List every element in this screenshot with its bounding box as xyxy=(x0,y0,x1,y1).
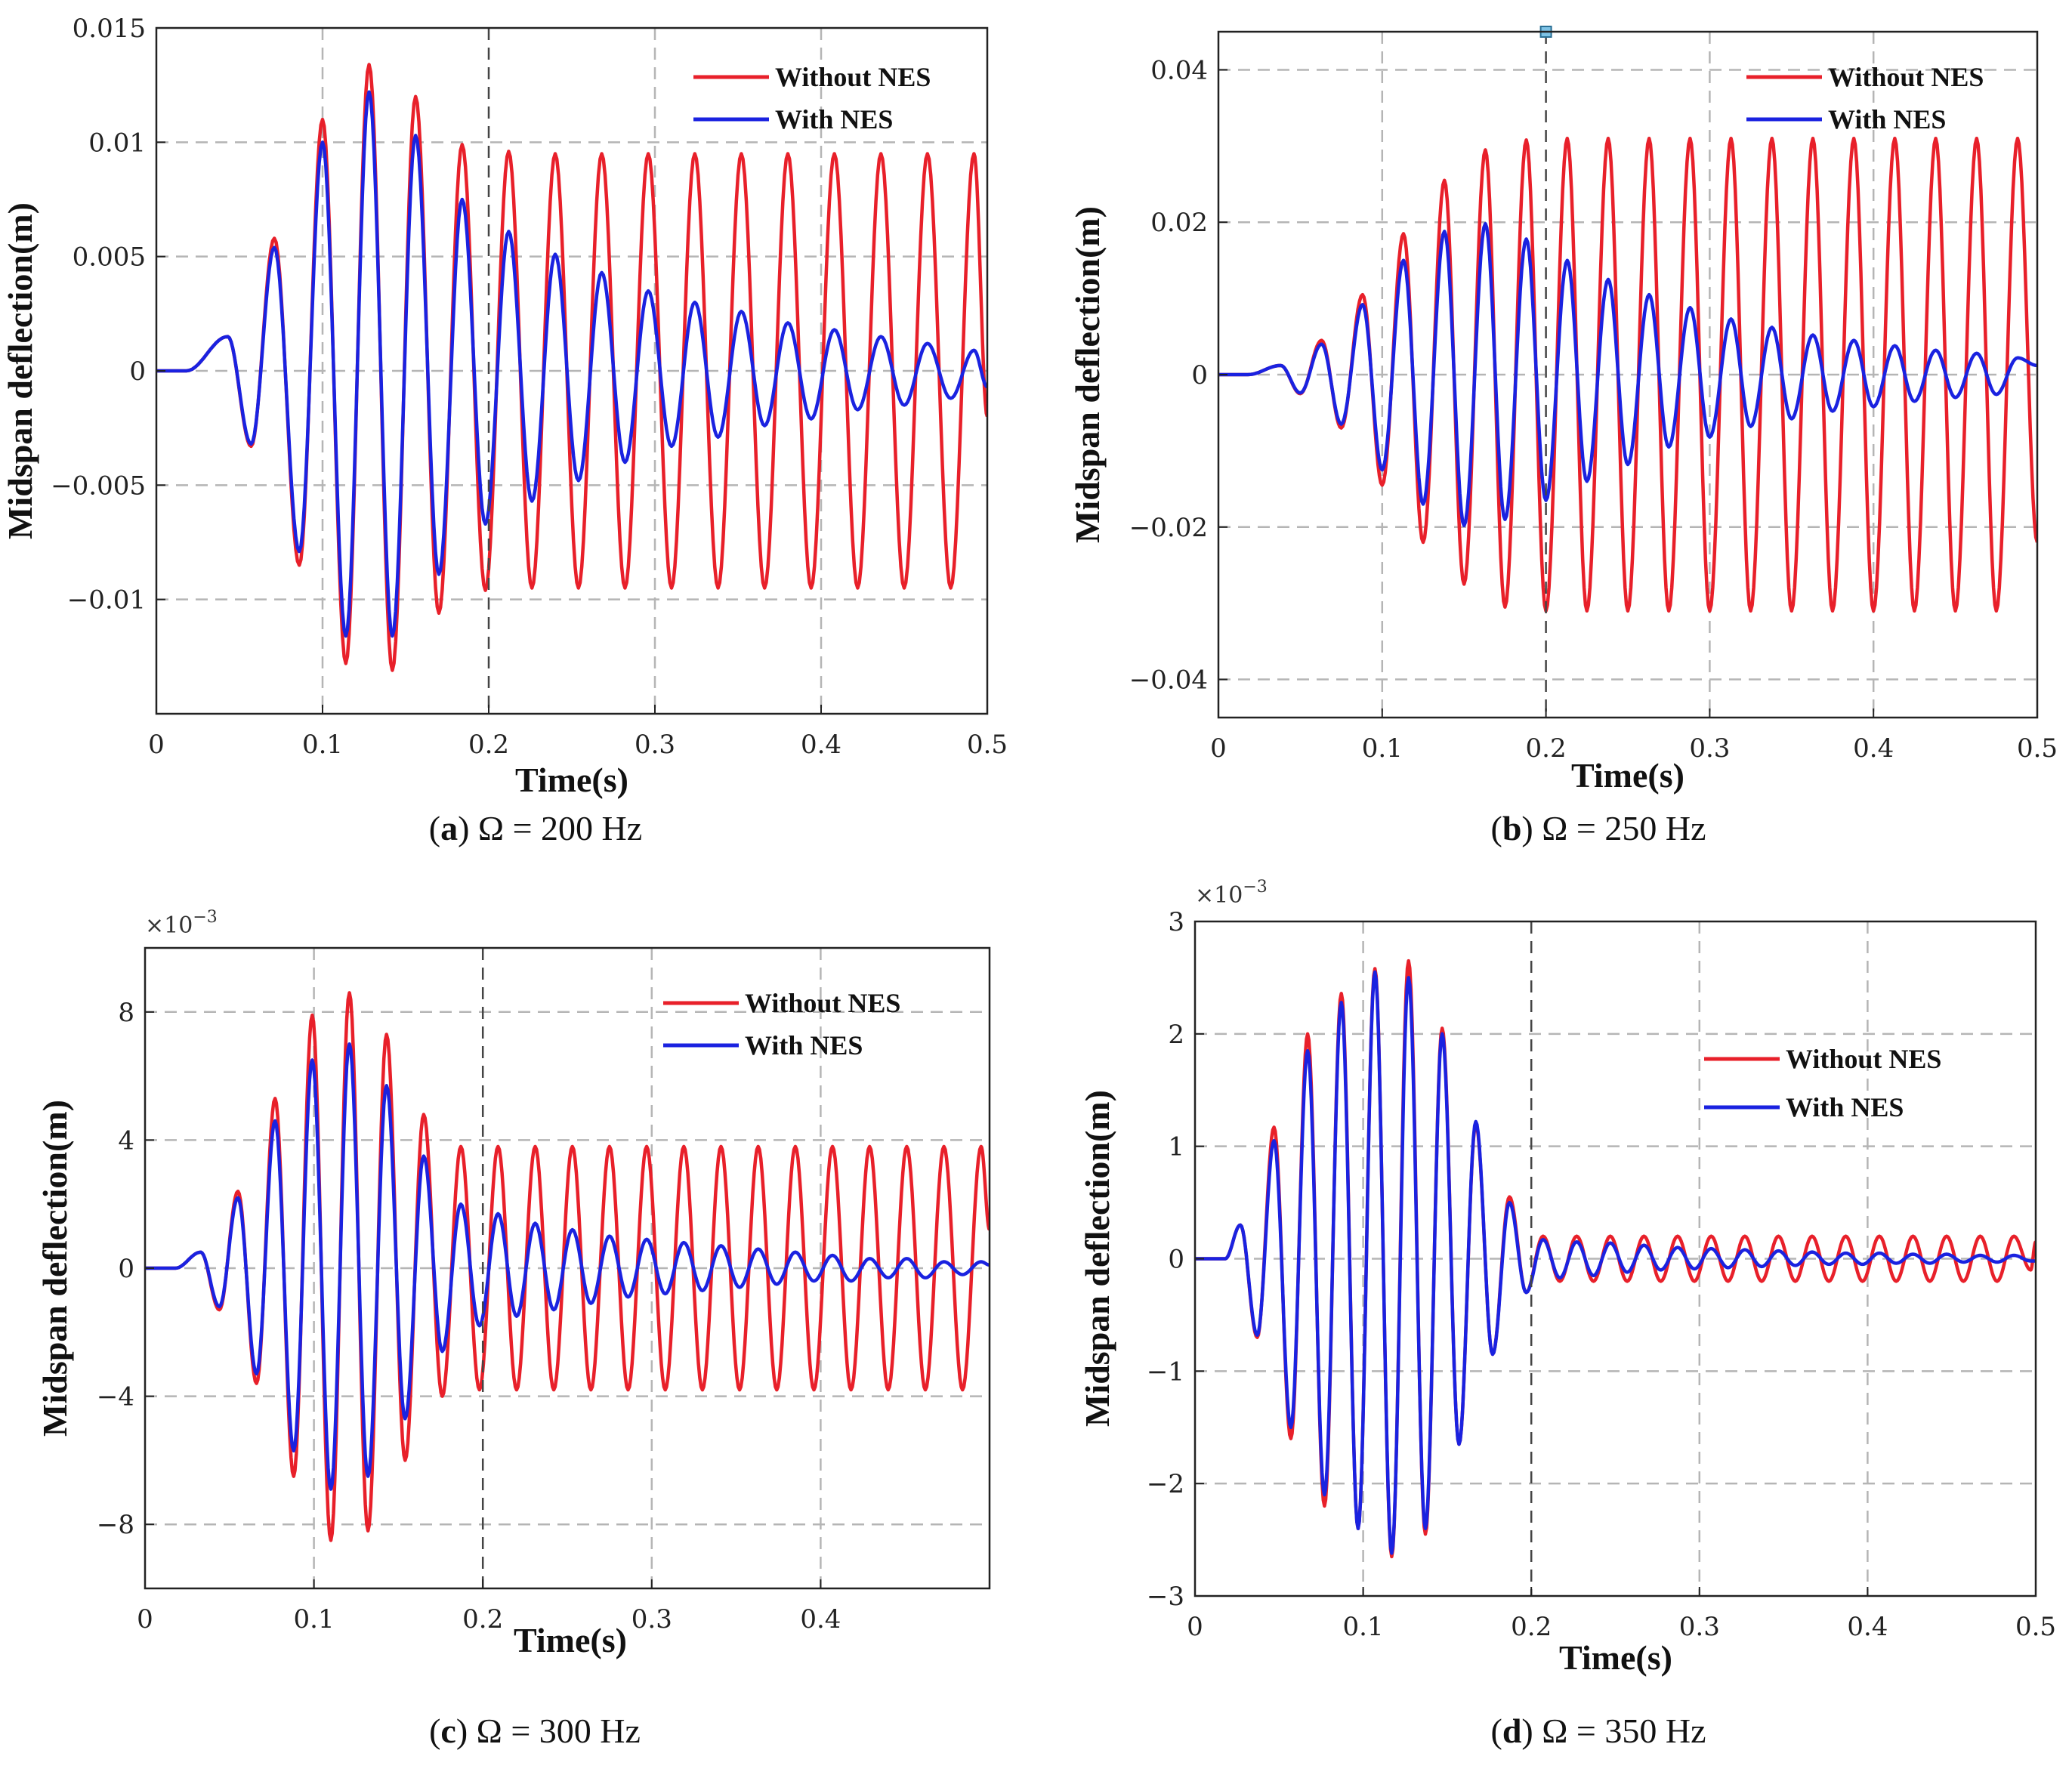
y-tick-label: 0.015 xyxy=(73,14,146,44)
x-tick-label: 0.2 xyxy=(468,730,509,760)
grid xyxy=(156,28,987,714)
x-tick-label: 0.1 xyxy=(294,1604,335,1634)
y-tick-label: −0.005 xyxy=(51,471,146,501)
y-tick-label: 3 xyxy=(1168,907,1184,937)
y-tick-label: −0.01 xyxy=(67,585,146,616)
y-tick-label: −0.02 xyxy=(1129,513,1208,543)
x-tick-label: 0.4 xyxy=(1853,733,1894,764)
series-line-with-nes xyxy=(156,90,987,638)
chart-panel-a: 0 0.1 0.2 0.3 0.4 0.5 −0.01 −0.005 0 0.005 0.01 0.0… xyxy=(1,14,1008,847)
y-tick-label: 0.04 xyxy=(1150,55,1208,85)
y-tick-label: −3 xyxy=(1147,1582,1184,1612)
x-tick-label: 0.4 xyxy=(800,1604,841,1634)
y-tick-label: 2 xyxy=(1168,1020,1184,1050)
x-tick-label: 0.3 xyxy=(1689,733,1730,764)
y-tick-label: −4 xyxy=(97,1382,134,1412)
legend-label-with-nes: With NES xyxy=(775,104,893,134)
y-tick-label: 0 xyxy=(1168,1245,1184,1275)
legend-label-with-nes: With NES xyxy=(1828,104,1946,134)
x-axis-label: Time(s) xyxy=(1571,756,1684,795)
grid xyxy=(1195,921,2036,1596)
y-axis-label: Midspan deflection(m) xyxy=(36,1100,74,1437)
y-axis-label: Midspan deflection(m) xyxy=(1,202,39,539)
y-tick-label: 0 xyxy=(118,1254,134,1284)
legend-label-without-nes: Without NES xyxy=(1786,1044,1941,1074)
series-line-with-nes xyxy=(1218,221,2037,528)
grid xyxy=(145,948,990,1588)
x-tick-label: 0 xyxy=(1187,1612,1203,1642)
legend-label-without-nes: Without NES xyxy=(1828,62,1984,92)
y-tick-label: 0.005 xyxy=(73,242,146,273)
legend-label-without-nes: Without NES xyxy=(775,62,931,92)
x-tick-label: 0 xyxy=(148,730,165,760)
panel-caption: (b) Ω = 250 Hz xyxy=(1490,809,1706,847)
chart-panel-c: 0 0.1 0.2 0.3 0.4 −8 −4 0 4 8 ×10−3 Time(s) Midspan … xyxy=(36,908,991,1750)
x-tick-label: 0.4 xyxy=(1847,1612,1888,1642)
exponent-label: ×10−3 xyxy=(145,908,218,939)
x-axis-label: Time(s) xyxy=(1559,1638,1672,1677)
y-tick-label: 8 xyxy=(118,998,134,1028)
x-tick-label: 0.1 xyxy=(1362,733,1403,764)
panel-caption: (a) Ω = 200 Hz xyxy=(429,809,642,847)
x-tick-label: 0 xyxy=(137,1604,153,1634)
x-axis-label: Time(s) xyxy=(514,1621,627,1659)
x-axis-label: Time(s) xyxy=(515,761,628,799)
x-tick-label: 0.3 xyxy=(635,730,675,760)
x-tick-label: 0.2 xyxy=(462,1604,503,1634)
y-tick-label: −2 xyxy=(1147,1469,1184,1499)
x-tick-label: 0.3 xyxy=(1679,1612,1720,1642)
y-tick-label: 0 xyxy=(1191,360,1208,390)
x-tick-label: 0.2 xyxy=(1526,733,1567,764)
panel-caption: (c) Ω = 300 Hz xyxy=(429,1712,641,1750)
x-tick-label: 0.1 xyxy=(1343,1612,1384,1642)
y-tick-label: 0.02 xyxy=(1150,208,1208,238)
x-tick-label: 0.4 xyxy=(801,730,841,760)
legend-label-without-nes: Without NES xyxy=(745,988,900,1018)
legend-label-with-nes: With NES xyxy=(1786,1092,1904,1122)
y-tick-label: −8 xyxy=(97,1510,134,1540)
y-tick-label: 4 xyxy=(118,1125,134,1156)
y-tick-label: 0.01 xyxy=(88,128,146,158)
x-tick-label: 0.2 xyxy=(1511,1612,1552,1642)
x-tick-label: 0.1 xyxy=(302,730,343,760)
x-tick-label: 0.5 xyxy=(2017,733,2058,764)
chart-panel-b: 0 0.1 0.2 0.3 0.4 0.5 −0.04 −0.02 0 0.02 0.04 Time(… xyxy=(1068,26,2058,847)
y-axis-label: Midspan deflection(m) xyxy=(1078,1090,1116,1427)
exponent-label: ×10−3 xyxy=(1195,878,1268,909)
legend-label-with-nes: With NES xyxy=(745,1030,863,1060)
series-line-without-nes xyxy=(156,63,987,672)
y-tick-label: −0.04 xyxy=(1129,665,1208,696)
x-tick-label: 0 xyxy=(1210,733,1227,764)
y-tick-label: 1 xyxy=(1168,1132,1184,1162)
x-tick-label: 0.5 xyxy=(967,730,1008,760)
grid xyxy=(1218,32,2037,718)
x-tick-label: 0.5 xyxy=(2015,1612,2056,1642)
x-tick-label: 0.3 xyxy=(631,1604,672,1634)
y-tick-label: −1 xyxy=(1147,1357,1184,1387)
panel-caption: (d) Ω = 350 Hz xyxy=(1490,1712,1706,1750)
series-line-with-nes xyxy=(145,1042,990,1491)
chart-panel-d: 0 0.1 0.2 0.3 0.4 0.5 −3 −2 −1 0 1 2 3 ×10−3 Time(s) Mi… xyxy=(1078,878,2056,1750)
series-line-with-nes xyxy=(1195,970,2036,1555)
y-tick-label: 0 xyxy=(129,357,146,387)
y-axis-label: Midspan deflection(m) xyxy=(1068,206,1107,543)
